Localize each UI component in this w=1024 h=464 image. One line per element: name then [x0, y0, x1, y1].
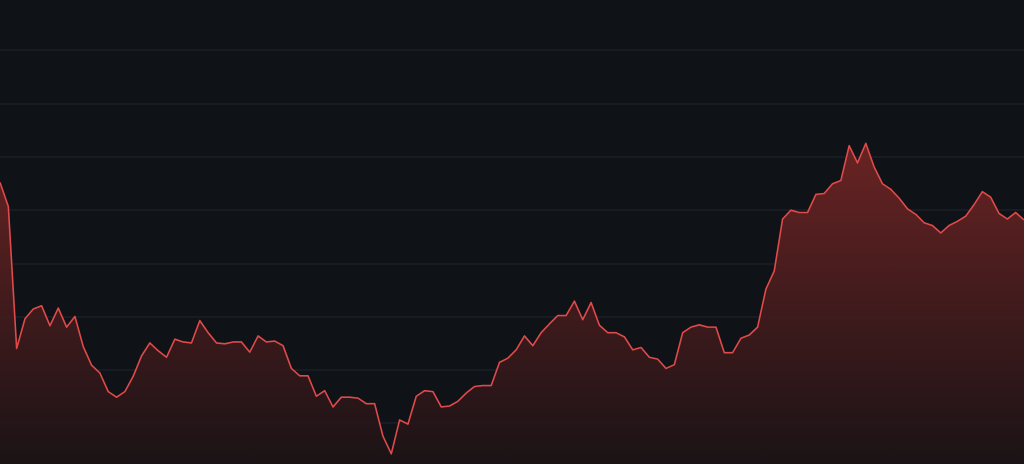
area-fill [0, 143, 1024, 464]
series-line [0, 142, 1024, 455]
